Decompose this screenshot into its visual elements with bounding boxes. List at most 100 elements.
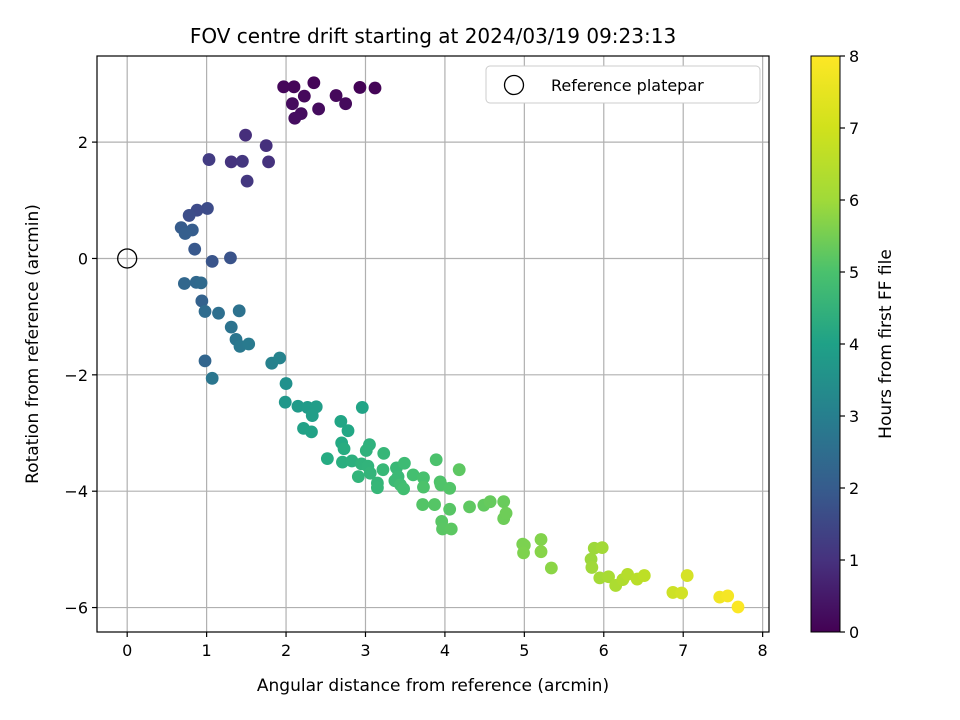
data-point — [337, 442, 351, 456]
x-tick-label: 8 — [758, 641, 768, 660]
colorbar-tick-label: 3 — [849, 407, 859, 426]
data-point — [497, 495, 511, 509]
data-point — [351, 470, 365, 484]
colorbar-tick-label: 8 — [849, 47, 859, 66]
data-point — [235, 154, 249, 168]
data-point — [307, 76, 321, 90]
data-point — [353, 81, 367, 94]
colorbar-tick-label: 4 — [849, 335, 859, 354]
data-point — [312, 102, 326, 116]
data-point — [242, 337, 256, 351]
reference-platepar-marker — [117, 248, 138, 269]
data-point — [585, 561, 599, 574]
y-axis-ticks: −6 −4 −2 0 2 — [64, 133, 97, 618]
data-point — [182, 209, 196, 222]
x-axis-ticks: 0 1 2 3 4 5 6 7 8 — [122, 632, 768, 660]
data-point — [675, 586, 689, 600]
data-point — [499, 506, 513, 520]
data-point — [279, 377, 293, 390]
data-point — [359, 444, 373, 457]
data-point — [680, 569, 694, 582]
y-axis-label: Rotation from reference (arcmin) — [23, 204, 43, 484]
data-point — [339, 97, 353, 111]
data-point — [483, 495, 497, 509]
data-point — [363, 466, 377, 480]
data-point — [202, 153, 216, 166]
data-point — [452, 463, 466, 477]
data-point — [178, 227, 192, 240]
data-point — [336, 455, 349, 469]
legend: Reference platepar — [485, 65, 761, 104]
data-point — [259, 139, 273, 153]
x-tick-label: 0 — [122, 641, 132, 660]
data-point — [637, 569, 651, 582]
colorbar-ticks: 0 1 2 3 4 5 6 7 8 — [840, 47, 859, 642]
reference-marker — [117, 248, 138, 269]
colorbar-gradient — [810, 55, 841, 633]
data-point — [429, 453, 443, 467]
data-point — [517, 546, 530, 560]
data-point — [463, 500, 476, 514]
chart-title: FOV centre drift starting at 2024/03/19 … — [190, 24, 676, 48]
data-point — [177, 277, 191, 290]
data-point — [334, 414, 348, 428]
data-point — [428, 498, 441, 511]
data-point — [417, 480, 430, 494]
data-point — [240, 174, 254, 188]
data-point — [273, 351, 287, 365]
data-point — [376, 463, 390, 477]
data-point — [602, 570, 615, 584]
colorbar-tick-label: 0 — [849, 623, 859, 642]
colorbar: 0 1 2 3 4 5 6 7 8 Hours from first FF file — [810, 47, 896, 642]
data-point — [287, 80, 301, 94]
data-point — [305, 425, 318, 439]
data-point — [297, 89, 311, 103]
data-point — [277, 80, 291, 94]
data-point — [291, 399, 305, 413]
data-point — [443, 481, 457, 495]
colorbar-tick-label: 5 — [849, 263, 859, 282]
data-point — [288, 111, 302, 125]
grid — [97, 56, 769, 632]
data-point — [224, 320, 238, 334]
y-tick-label: −6 — [64, 599, 88, 618]
data-point — [406, 468, 420, 482]
legend-marker-open-circle — [503, 74, 525, 96]
colorbar-tick-label: 2 — [849, 479, 859, 498]
data-point — [534, 533, 548, 546]
data-point — [224, 251, 237, 265]
data-point — [239, 128, 252, 142]
x-axis-label: Angular distance from reference (arcmin) — [257, 676, 609, 696]
data-point — [370, 481, 384, 495]
data-point — [188, 242, 202, 256]
data-point — [355, 401, 369, 414]
data-point — [262, 155, 275, 169]
data-point — [443, 502, 457, 516]
colorbar-tick-label: 7 — [849, 119, 859, 138]
data-point — [194, 276, 208, 290]
data-point — [544, 561, 558, 575]
data-point — [368, 81, 382, 95]
data-point — [417, 471, 430, 485]
data-point — [534, 545, 548, 559]
data-point — [212, 306, 225, 320]
y-tick-label: 0 — [78, 249, 88, 268]
data-point — [721, 589, 735, 603]
colorbar-tick-label: 6 — [849, 191, 859, 210]
data-point — [621, 568, 635, 581]
data-point — [377, 446, 391, 460]
data-point — [320, 452, 334, 466]
y-tick-label: −2 — [64, 366, 88, 385]
data-point — [329, 89, 343, 102]
legend-box — [485, 65, 761, 104]
data-point — [205, 371, 219, 385]
data-point — [731, 600, 745, 614]
data-point — [305, 409, 319, 422]
data-point — [444, 522, 458, 536]
data-points — [174, 76, 745, 614]
y-tick-label: 2 — [78, 133, 88, 152]
data-point — [341, 424, 355, 438]
data-point — [205, 254, 219, 268]
x-tick-label: 5 — [519, 641, 529, 660]
